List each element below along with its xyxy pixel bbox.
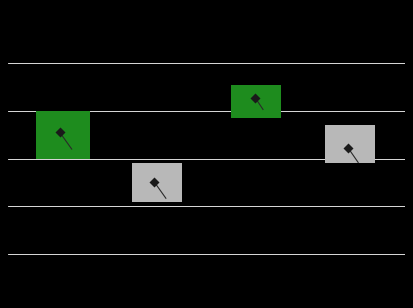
Bar — [325, 125, 375, 164]
Bar — [36, 111, 90, 159]
Bar — [132, 163, 182, 202]
Bar — [231, 85, 281, 118]
